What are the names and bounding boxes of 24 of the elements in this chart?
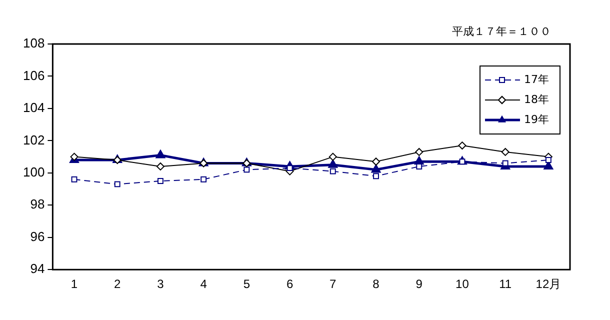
legend-label: 19年 xyxy=(524,112,549,126)
y-tick-label: 102 xyxy=(22,132,45,148)
x-tick-label: 12月 xyxy=(536,277,562,292)
y-tick-label: 98 xyxy=(30,196,45,212)
x-tick-label: 9 xyxy=(416,277,423,292)
y-tick-label: 106 xyxy=(22,68,45,83)
text: 平成１７年＝１００ xyxy=(452,24,551,39)
x-tick-label: 7 xyxy=(330,277,337,292)
y-tick-label: 108 xyxy=(22,36,45,51)
x-tick-label: 11 xyxy=(499,277,512,292)
x-tick-label: 10 xyxy=(456,277,470,292)
x-tick-label: 1 xyxy=(70,277,78,292)
legend-label: 18年 xyxy=(524,92,549,106)
x-tick-label: 4 xyxy=(200,277,208,292)
x-tick-label: 6 xyxy=(286,277,294,292)
x-tick-label: 3 xyxy=(157,277,164,292)
y-tick-label: 104 xyxy=(22,100,45,116)
legend-label: 17年 xyxy=(524,72,549,86)
x-tick-label: 5 xyxy=(243,277,250,292)
y-tick-label: 96 xyxy=(30,228,45,244)
y-tick-label: 94 xyxy=(30,261,45,276)
x-tick-label: 8 xyxy=(372,277,380,292)
y-tick-label: 100 xyxy=(22,164,45,180)
x-tick-label: 2 xyxy=(114,277,122,292)
